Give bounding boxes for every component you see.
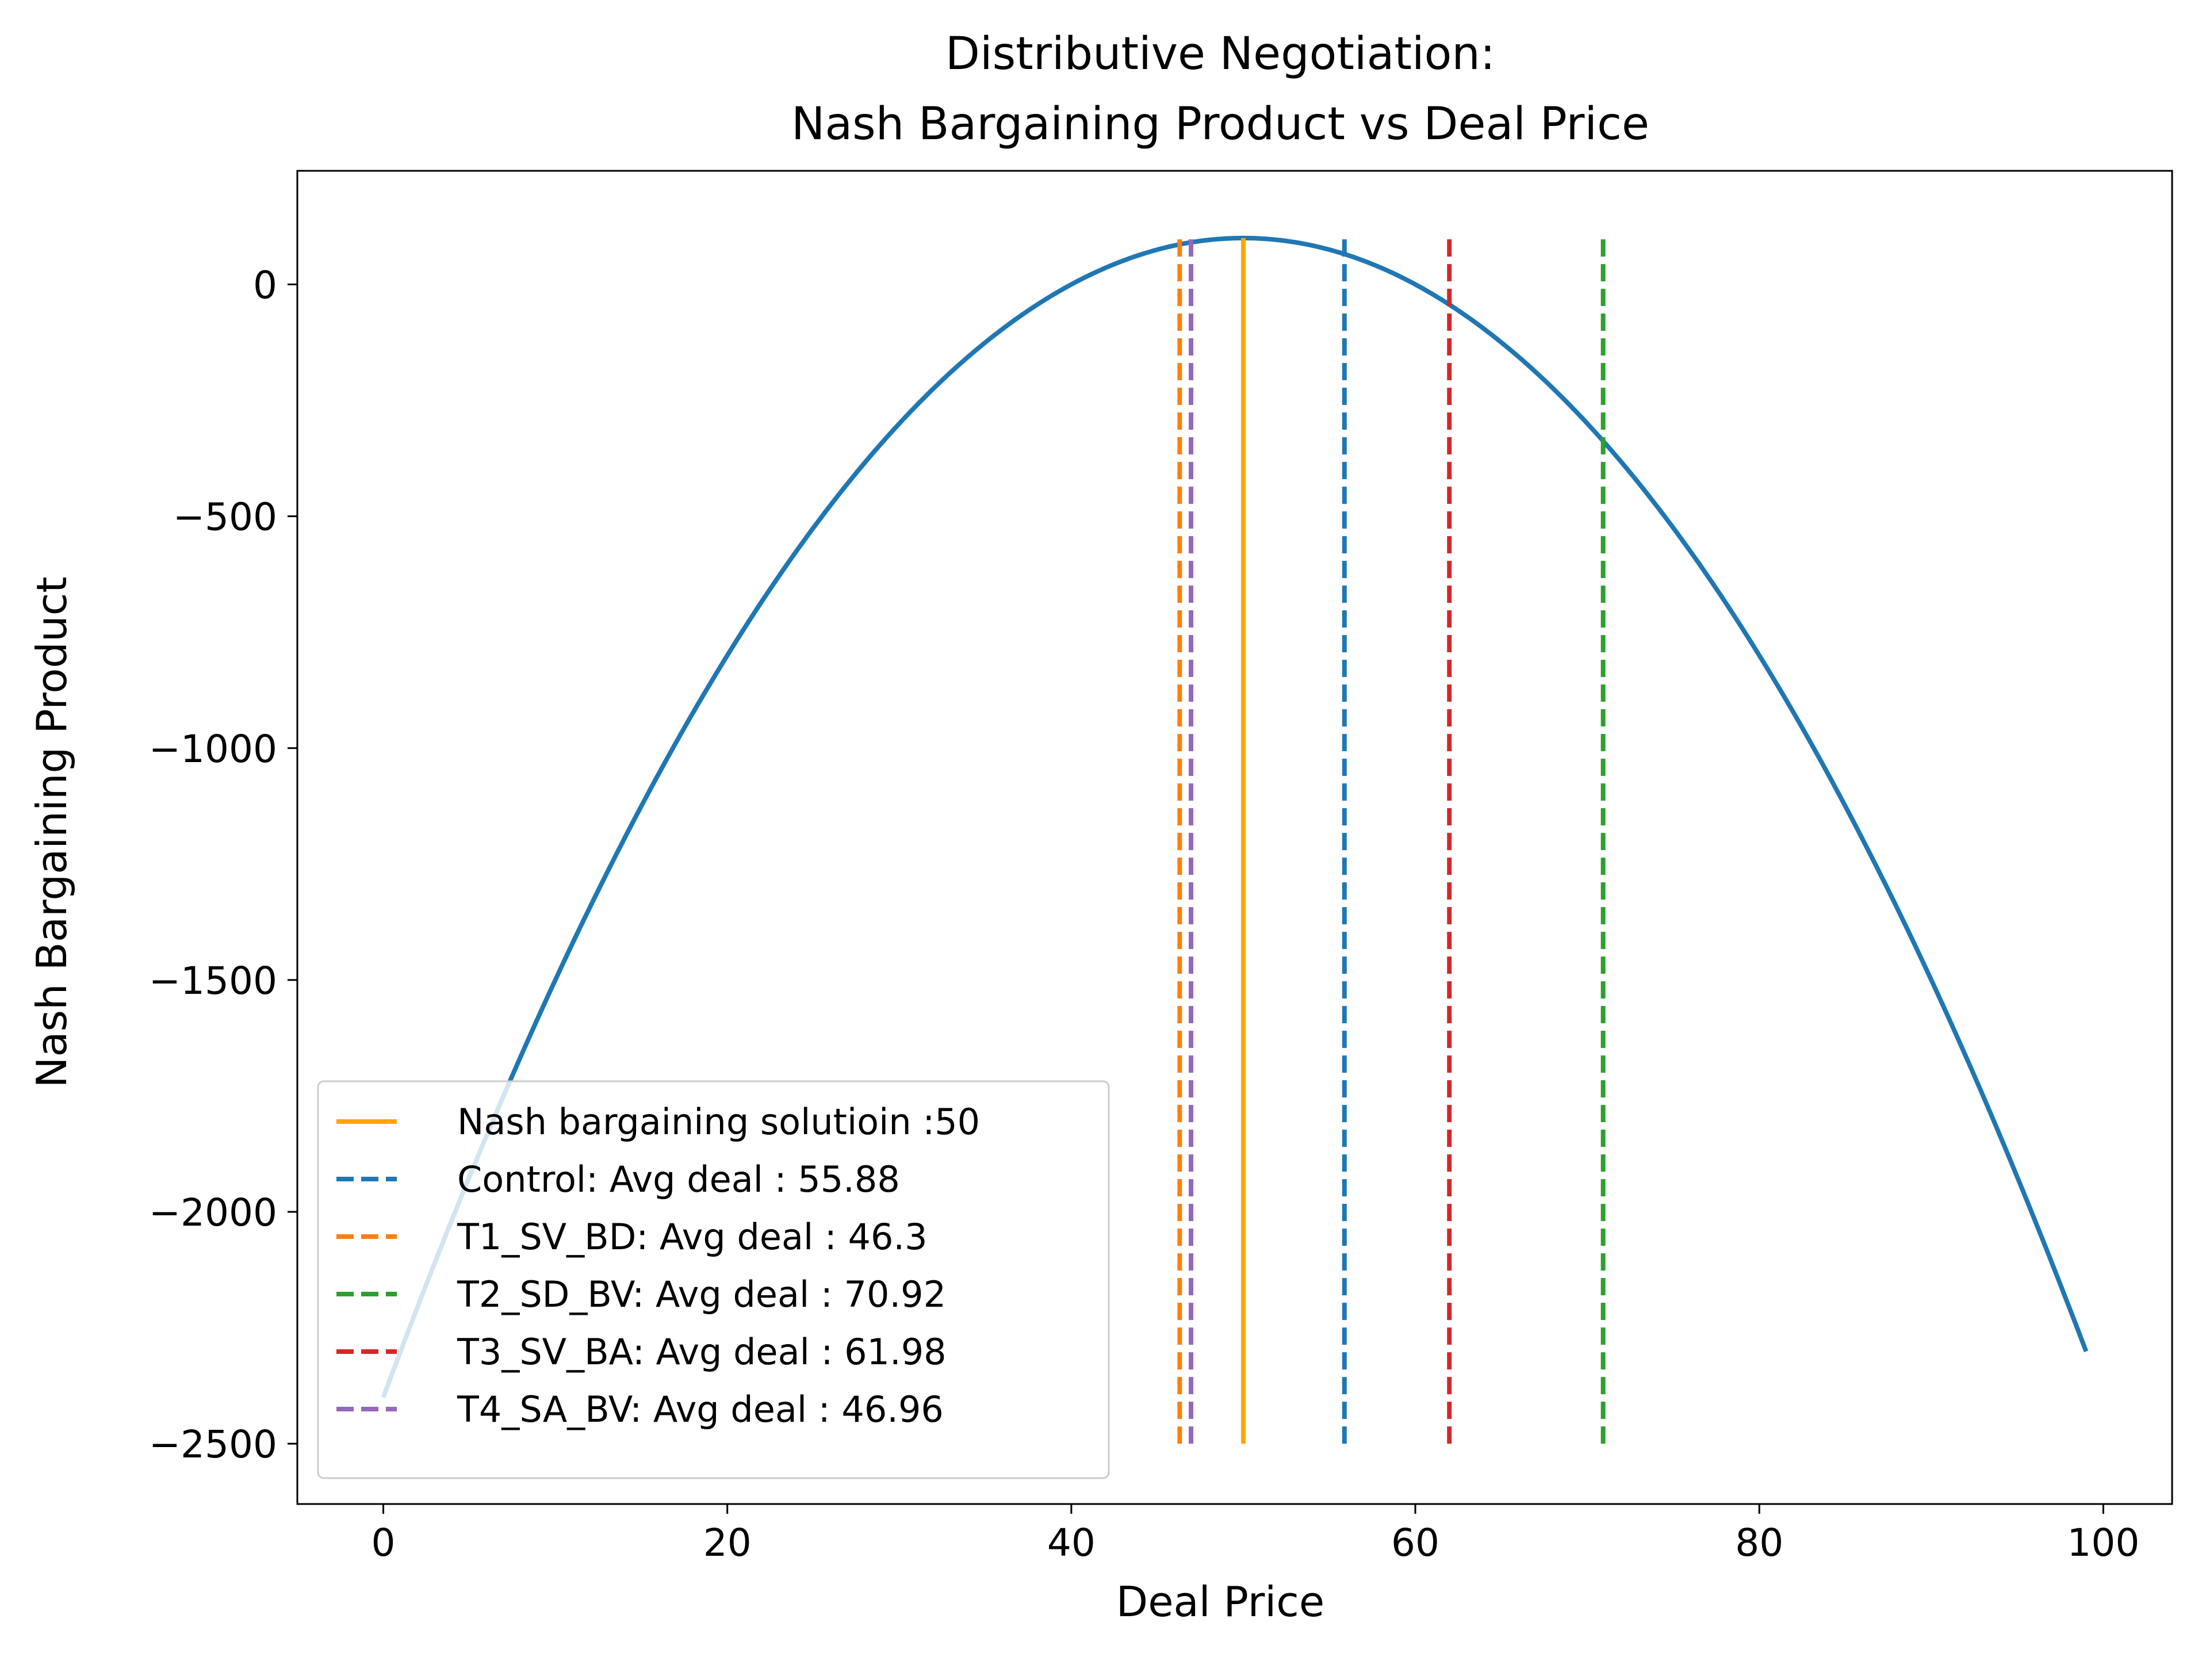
y-tick-label: 0 xyxy=(253,263,277,308)
chart-title-line-1: Distributive Negotiation: xyxy=(945,28,1495,80)
y-axis-label: Nash Bargaining Product xyxy=(28,577,76,1088)
legend-label-4: T3_SV_BA: Avg deal : 61.98 xyxy=(457,1331,947,1373)
axis-ticks: 0 20 40 60 80 100 0 −500 −1000 −1500 −2000 −2500 xyxy=(149,263,2140,1565)
chart-title-line-2: Nash Bargaining Product vs Deal Price xyxy=(791,98,1649,150)
legend-label-5: T4_SA_BV: Avg deal : 46.96 xyxy=(457,1388,944,1430)
x-axis-label: Deal Price xyxy=(1116,1578,1324,1626)
legend-label-1: Control: Avg deal : 55.88 xyxy=(457,1158,900,1200)
x-tick-label: 80 xyxy=(1735,1521,1783,1565)
legend-label-2: T1_SV_BD: Avg deal : 46.3 xyxy=(457,1216,928,1258)
y-tick-label: −2000 xyxy=(149,1191,277,1235)
legend-box xyxy=(317,1080,1110,1479)
x-tick-label: 40 xyxy=(1047,1521,1096,1565)
plot-area xyxy=(381,233,2089,1444)
legend-label-0: Nash bargaining solutioin :50 xyxy=(457,1101,980,1143)
x-tick-label: 0 xyxy=(372,1521,396,1565)
x-tick-label: 20 xyxy=(703,1521,752,1565)
x-tick-label: 100 xyxy=(2067,1521,2139,1565)
y-tick-label: −500 xyxy=(173,495,277,539)
y-tick-label: −1500 xyxy=(149,959,277,1003)
legend-label-3: T2_SD_BV: Avg deal : 70.92 xyxy=(457,1273,946,1315)
nash-product-curve xyxy=(381,235,2089,1398)
y-tick-label: −2500 xyxy=(149,1422,277,1467)
x-tick-label: 60 xyxy=(1391,1521,1439,1565)
legend: Nash bargaining solutioin :50 Control: Av… xyxy=(317,1080,1110,1479)
y-tick-label: −1000 xyxy=(149,727,277,771)
axes-frame xyxy=(296,170,2173,1505)
